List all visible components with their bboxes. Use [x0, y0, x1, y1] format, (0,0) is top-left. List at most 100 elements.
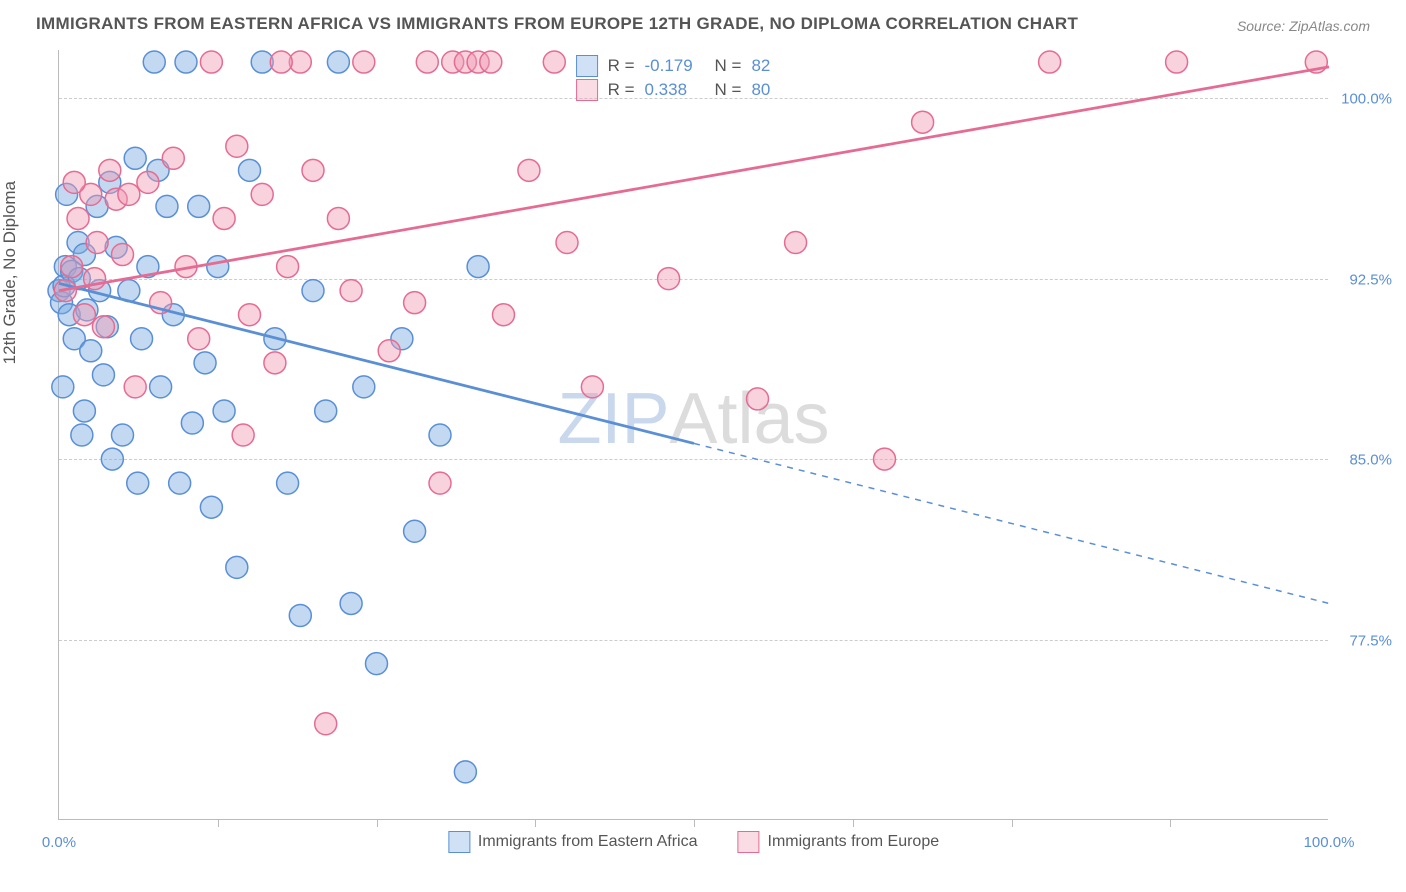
- data-point-series1: [112, 424, 134, 446]
- data-point-series1: [194, 352, 216, 374]
- stats-row-series2: R = 0.338 N = 80: [576, 79, 812, 101]
- data-point-series1: [239, 159, 261, 181]
- data-point-series2: [785, 232, 807, 254]
- stat-r-label: R =: [608, 80, 635, 100]
- y-tick-label: 77.5%: [1349, 632, 1392, 649]
- data-point-series2: [118, 183, 140, 205]
- data-point-series2: [124, 376, 146, 398]
- data-point-series1: [277, 472, 299, 494]
- data-point-series2: [73, 304, 95, 326]
- data-point-series2: [200, 51, 222, 73]
- stats-legend: R = -0.179 N = 82 R = 0.338 N = 80: [576, 55, 812, 103]
- data-point-series2: [302, 159, 324, 181]
- scatter-svg: [59, 50, 1328, 819]
- x-tick: [1012, 819, 1013, 827]
- data-point-series2: [353, 51, 375, 73]
- data-point-series1: [404, 520, 426, 542]
- data-point-series1: [127, 472, 149, 494]
- y-tick-label: 92.5%: [1349, 271, 1392, 288]
- data-point-series2: [63, 171, 85, 193]
- data-point-series2: [416, 51, 438, 73]
- y-tick-label: 100.0%: [1341, 91, 1392, 108]
- data-point-series1: [429, 424, 451, 446]
- data-point-series2: [239, 304, 261, 326]
- data-point-series2: [61, 256, 83, 278]
- stat-n-value-series1: 82: [751, 56, 811, 76]
- data-point-series2: [86, 232, 108, 254]
- data-point-series2: [315, 713, 337, 735]
- legend-swatch-series1: [448, 831, 470, 853]
- stat-n-value-series2: 80: [751, 80, 811, 100]
- x-tick: [377, 819, 378, 827]
- data-point-series2: [747, 388, 769, 410]
- data-point-series2: [1039, 51, 1061, 73]
- data-point-series1: [302, 280, 324, 302]
- data-point-series2: [581, 376, 603, 398]
- data-point-series1: [143, 51, 165, 73]
- data-point-series1: [467, 256, 489, 278]
- data-point-series2: [213, 207, 235, 229]
- data-point-series2: [480, 51, 502, 73]
- chart-title: IMMIGRANTS FROM EASTERN AFRICA VS IMMIGR…: [36, 14, 1078, 34]
- plot-area: ZIPAtlas 77.5%85.0%92.5%100.0%0.0%100.0%…: [58, 50, 1328, 820]
- data-point-series2: [162, 147, 184, 169]
- data-point-series1: [454, 761, 476, 783]
- swatch-series2: [576, 79, 598, 101]
- data-point-series2: [270, 51, 292, 73]
- data-point-series2: [493, 304, 515, 326]
- data-point-series1: [71, 424, 93, 446]
- data-point-series2: [232, 424, 254, 446]
- x-tick-label: 100.0%: [1304, 834, 1355, 851]
- y-tick-label: 85.0%: [1349, 452, 1392, 469]
- x-tick: [694, 819, 695, 827]
- legend-swatch-series2: [738, 831, 760, 853]
- stat-n-label: N =: [715, 56, 742, 76]
- data-point-series2: [67, 207, 89, 229]
- data-point-series1: [340, 592, 362, 614]
- data-point-series2: [543, 51, 565, 73]
- data-point-series2: [874, 448, 896, 470]
- data-point-series1: [207, 256, 229, 278]
- stat-r-value-series1: -0.179: [645, 56, 705, 76]
- legend-label-series1: Immigrants from Eastern Africa: [478, 833, 698, 851]
- data-point-series1: [73, 400, 95, 422]
- y-axis-label: 12th Grade, No Diploma: [0, 181, 20, 364]
- legend-item-series1: Immigrants from Eastern Africa: [448, 831, 698, 853]
- data-point-series2: [1166, 51, 1188, 73]
- trend-line-series1: [59, 283, 694, 443]
- data-point-series2: [556, 232, 578, 254]
- x-tick: [218, 819, 219, 827]
- data-point-series1: [226, 556, 248, 578]
- data-point-series1: [52, 376, 74, 398]
- data-point-series1: [188, 195, 210, 217]
- data-point-series1: [156, 195, 178, 217]
- data-point-series1: [213, 400, 235, 422]
- data-point-series2: [137, 171, 159, 193]
- stat-n-label: N =: [715, 80, 742, 100]
- data-point-series2: [327, 207, 349, 229]
- data-point-series1: [315, 400, 337, 422]
- data-point-series1: [80, 340, 102, 362]
- data-point-series1: [200, 496, 222, 518]
- source-attribution: Source: ZipAtlas.com: [1237, 18, 1370, 34]
- data-point-series1: [92, 364, 114, 386]
- data-point-series2: [251, 183, 273, 205]
- data-point-series2: [277, 256, 299, 278]
- data-point-series2: [429, 472, 451, 494]
- x-tick: [535, 819, 536, 827]
- data-point-series1: [327, 51, 349, 73]
- data-point-series1: [289, 604, 311, 626]
- data-point-series1: [150, 376, 172, 398]
- data-point-series1: [131, 328, 153, 350]
- data-point-series2: [658, 268, 680, 290]
- data-point-series2: [518, 159, 540, 181]
- data-point-series1: [366, 653, 388, 675]
- legend-label-series2: Immigrants from Europe: [768, 833, 940, 851]
- trend-line-dashed-series1: [694, 443, 1329, 603]
- swatch-series1: [576, 55, 598, 77]
- x-tick: [1170, 819, 1171, 827]
- x-tick: [853, 819, 854, 827]
- data-point-series2: [99, 159, 121, 181]
- data-point-series2: [92, 316, 114, 338]
- data-point-series2: [912, 111, 934, 133]
